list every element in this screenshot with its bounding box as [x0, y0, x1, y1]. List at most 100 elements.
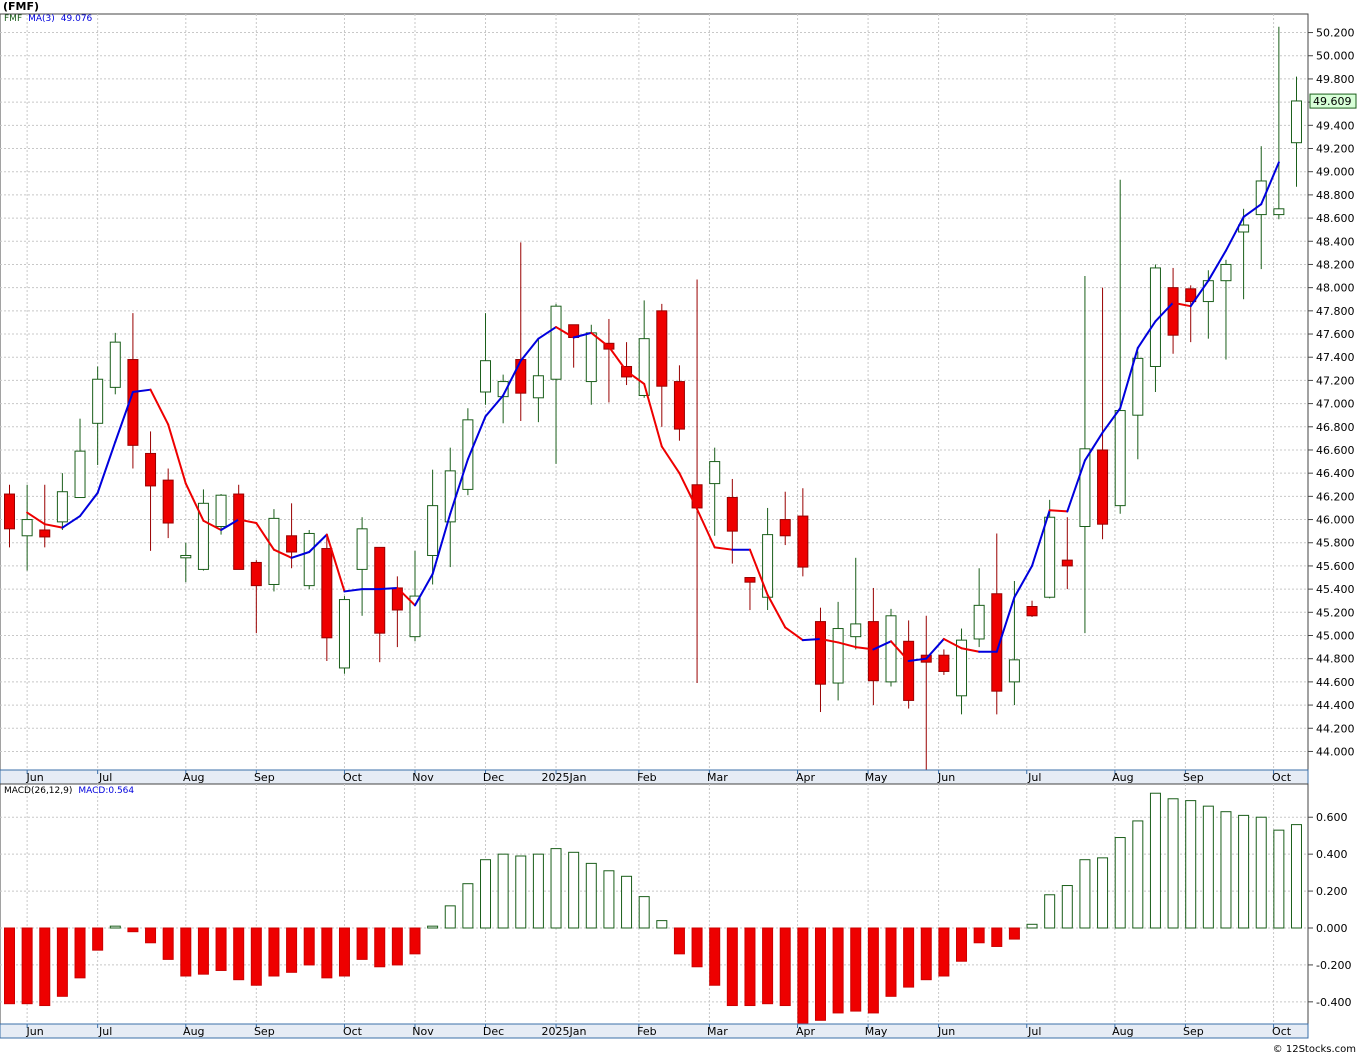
price-tick-label: 49.200	[1316, 143, 1355, 156]
macd-bar	[1079, 859, 1091, 929]
candle	[215, 494, 227, 535]
macd-bar	[1132, 820, 1144, 929]
candle	[832, 601, 844, 701]
ma-segment	[625, 370, 646, 385]
ma-segment	[96, 440, 117, 494]
price-tick-label: 48.400	[1316, 235, 1355, 248]
candle-body	[409, 595, 421, 638]
date-label: Mar	[707, 1025, 728, 1038]
date-label: Feb	[637, 771, 656, 784]
date-label: Oct	[343, 771, 363, 784]
macd-bar	[303, 927, 315, 966]
macd-bar	[585, 862, 597, 929]
candle	[250, 560, 262, 634]
ma-segment	[1066, 459, 1086, 513]
macd-bar	[956, 927, 968, 962]
ma-segment	[466, 415, 487, 461]
candle	[709, 447, 721, 536]
ma-line	[26, 161, 1280, 663]
macd-bar	[92, 927, 104, 951]
ma-segment	[343, 588, 364, 593]
candle-body	[162, 479, 174, 524]
candle-body	[850, 623, 862, 638]
macd-histogram	[4, 792, 1302, 1025]
last-price-label: 49.609	[1313, 95, 1352, 108]
ma-segment	[1083, 431, 1104, 462]
price-tick-label: 47.400	[1316, 351, 1355, 364]
candle-body	[356, 528, 368, 570]
date-label: Jul	[98, 771, 112, 784]
candle-body	[303, 532, 315, 587]
ma-segment	[114, 391, 134, 443]
ma-segment	[643, 382, 663, 448]
candle-body	[127, 359, 139, 446]
macd-bar	[39, 927, 51, 1007]
ma-segment	[995, 596, 1016, 653]
macd-bar	[603, 870, 615, 929]
macd-bar	[762, 927, 774, 1005]
ma-segment	[1189, 279, 1210, 308]
price-tick-label: 46.000	[1316, 514, 1355, 527]
macd-bar	[973, 927, 985, 944]
symbol-label: FMF	[4, 14, 23, 24]
candle	[356, 517, 368, 616]
ma-segment	[1136, 320, 1157, 349]
ma-segment	[872, 640, 892, 651]
price-tick-label: 44.200	[1316, 722, 1355, 735]
macd-bar	[215, 927, 227, 971]
macd-bar	[1202, 805, 1214, 929]
candle-body	[673, 381, 685, 430]
ma-label: MA(3)	[28, 14, 55, 24]
macd-bar	[938, 927, 950, 977]
date-label: Nov	[412, 771, 434, 784]
candle-body	[638, 338, 650, 396]
price-tick-label: 47.000	[1316, 398, 1355, 411]
macd-axis: -0.400 -0.200 0.000 0.200 0.400 0.600	[1308, 811, 1351, 1009]
ma-segment	[1031, 509, 1051, 567]
candle-body	[1290, 100, 1302, 144]
price-tick-label: 47.800	[1316, 305, 1355, 318]
date-label: Oct	[1272, 1025, 1292, 1038]
date-label: Jul	[98, 1025, 112, 1038]
macd-bar	[409, 927, 421, 955]
macd-bar	[1273, 829, 1285, 929]
macd-bar	[145, 927, 157, 944]
macd-bar	[480, 859, 492, 929]
ma-segment	[1172, 301, 1192, 308]
price-tick-label: 50.000	[1316, 50, 1355, 63]
candle-body	[1255, 180, 1267, 216]
candle	[109, 332, 121, 395]
candle-body	[867, 621, 879, 682]
candle-body	[1132, 357, 1144, 416]
price-tick-label: 46.600	[1316, 444, 1355, 457]
ma-segment	[43, 523, 64, 529]
ma-segment	[960, 647, 981, 653]
date-label: Oct	[1272, 771, 1292, 784]
candle-body	[956, 639, 968, 697]
candle	[1008, 581, 1020, 706]
candle-body	[56, 491, 68, 523]
candle	[162, 468, 174, 539]
price-tick-label: 46.800	[1316, 421, 1355, 434]
macd-bar	[621, 875, 633, 929]
macd-bar	[1220, 811, 1232, 929]
candle-body	[532, 375, 544, 399]
date-label: May	[865, 771, 888, 784]
candle-body	[197, 502, 209, 570]
candle-body	[215, 494, 227, 528]
candle	[1132, 351, 1144, 460]
date-label: Dec	[483, 771, 504, 784]
macd-bar	[497, 853, 509, 929]
candle	[885, 608, 897, 687]
ma-segment	[26, 511, 46, 526]
date-label: Aug	[183, 771, 204, 784]
candle-body	[1061, 559, 1073, 567]
ma-segment	[1260, 161, 1280, 206]
candle-body	[744, 577, 756, 583]
ma-segment	[519, 337, 540, 362]
candle	[1097, 287, 1109, 540]
candle	[814, 607, 826, 713]
candle	[903, 620, 915, 709]
macd-bar	[867, 927, 879, 1014]
macd-bar	[920, 927, 932, 981]
